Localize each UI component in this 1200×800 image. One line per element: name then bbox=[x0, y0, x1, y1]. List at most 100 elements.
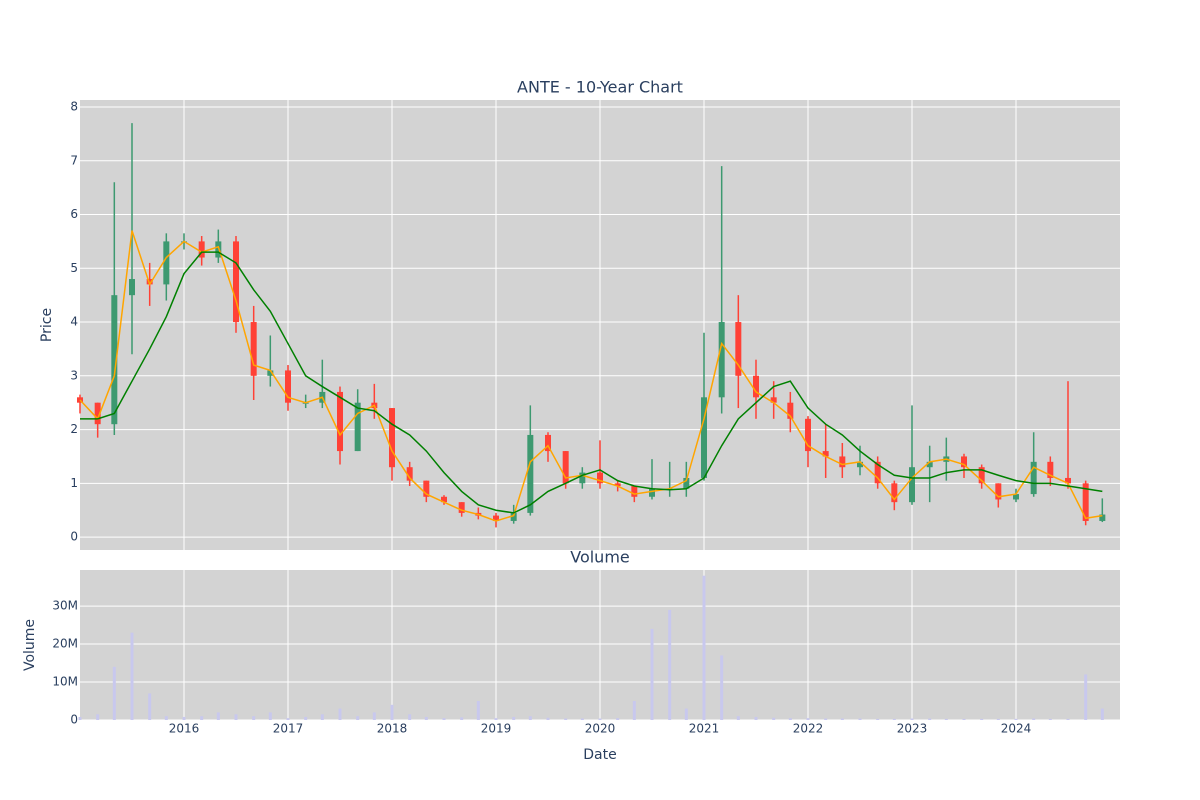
candle-body bbox=[926, 461, 933, 468]
volume-bar bbox=[234, 714, 238, 720]
candle-body bbox=[857, 461, 863, 468]
volume-bar bbox=[268, 712, 272, 720]
candle-body bbox=[753, 375, 759, 398]
volume-bar bbox=[130, 632, 134, 720]
candle-body bbox=[510, 512, 517, 521]
volume-bar bbox=[390, 704, 394, 720]
y-tick-label: 30M bbox=[52, 599, 78, 613]
volume-bar bbox=[962, 718, 966, 720]
candle-body bbox=[285, 370, 291, 403]
candle-body bbox=[683, 477, 690, 489]
y-tick-label: 1 bbox=[70, 476, 78, 490]
candle-body bbox=[354, 402, 361, 452]
y-tick-label: 2 bbox=[70, 422, 78, 436]
volume-bar bbox=[806, 718, 810, 720]
candle-body bbox=[718, 322, 725, 398]
volume-bar bbox=[476, 701, 480, 720]
volume-bar bbox=[944, 718, 948, 720]
x-tick-label: 2020 bbox=[585, 722, 616, 736]
volume-bar bbox=[580, 718, 584, 720]
x-axis-label: Date bbox=[583, 747, 616, 763]
volume-bar bbox=[720, 655, 724, 720]
candle-body bbox=[389, 408, 395, 468]
candle-body bbox=[406, 467, 413, 481]
volume-bar bbox=[598, 718, 602, 720]
volume-bar bbox=[442, 718, 446, 720]
volume-bar bbox=[1100, 708, 1104, 720]
volume-bar bbox=[980, 718, 984, 720]
x-tick-label: 2018 bbox=[377, 722, 408, 736]
volume-bar bbox=[910, 718, 914, 720]
volume-bar bbox=[632, 701, 636, 720]
volume-bar bbox=[1066, 718, 1070, 720]
volume-bar bbox=[824, 718, 828, 720]
volume-bar bbox=[788, 718, 792, 720]
y-tick-label: 4 bbox=[70, 315, 78, 329]
candle-body bbox=[891, 483, 898, 503]
volume-bar bbox=[424, 716, 428, 720]
volume-bar bbox=[460, 717, 464, 720]
y-tick-label: 0 bbox=[70, 713, 78, 727]
volume-bar bbox=[668, 609, 672, 720]
volume-bar bbox=[754, 716, 758, 720]
candle-body bbox=[579, 472, 586, 484]
y-tick-label: 6 bbox=[70, 207, 78, 221]
volume-bar bbox=[616, 718, 620, 720]
candle-body bbox=[805, 418, 811, 452]
volume-bar bbox=[892, 718, 896, 720]
volume-bar bbox=[320, 714, 324, 720]
y-tick-label: 8 bbox=[70, 99, 78, 113]
candle-body bbox=[129, 279, 135, 296]
x-tick-label: 2019 bbox=[481, 722, 512, 736]
volume-bar bbox=[564, 718, 568, 720]
x-tick-label: 2021 bbox=[689, 722, 720, 736]
y-tick-label: 20M bbox=[52, 637, 78, 651]
candle-body bbox=[597, 472, 603, 484]
volume-bar bbox=[148, 693, 152, 720]
volume-bar bbox=[408, 714, 412, 720]
volume-bar bbox=[216, 712, 220, 720]
volume-bar bbox=[512, 716, 516, 720]
candle-body bbox=[1030, 461, 1037, 495]
candle-body bbox=[458, 502, 465, 513]
volume-bar bbox=[96, 714, 100, 720]
moving-average bbox=[80, 251, 1103, 514]
volume-bar bbox=[372, 712, 376, 720]
candle-body bbox=[94, 402, 101, 425]
candle-body bbox=[839, 456, 846, 468]
candle-body bbox=[198, 241, 205, 258]
candle-body bbox=[441, 496, 447, 503]
candle-body bbox=[146, 279, 153, 285]
volume-bar bbox=[928, 718, 932, 720]
volume-bar bbox=[840, 718, 844, 720]
candle-body bbox=[215, 241, 222, 258]
candle-body bbox=[978, 467, 985, 484]
volume-bar bbox=[1032, 718, 1036, 720]
candle-body bbox=[909, 467, 915, 503]
x-tick-label: 2016 bbox=[169, 722, 200, 736]
volume-bar bbox=[1014, 718, 1018, 720]
volume-bar bbox=[112, 666, 116, 720]
candle-body bbox=[1082, 483, 1089, 521]
y-tick-label: 0 bbox=[70, 530, 78, 544]
volume-bar bbox=[996, 718, 1000, 720]
candle-body bbox=[701, 397, 707, 478]
candle-body bbox=[631, 486, 638, 497]
candle-body bbox=[874, 461, 881, 484]
candle-body bbox=[233, 241, 239, 323]
volume-bar bbox=[304, 716, 308, 720]
candle-body bbox=[1065, 477, 1071, 484]
y-axis-label: Volume bbox=[22, 619, 38, 671]
x-tick-label: 2023 bbox=[897, 722, 928, 736]
candle-body bbox=[527, 434, 534, 513]
volume-bar bbox=[528, 716, 532, 720]
candle-body bbox=[787, 402, 794, 419]
volume-bar bbox=[286, 718, 290, 720]
candle-body bbox=[649, 488, 655, 497]
volume-bar bbox=[684, 708, 688, 720]
candle-body bbox=[337, 391, 343, 452]
y-tick-label: 3 bbox=[70, 368, 78, 382]
volume-bar bbox=[858, 718, 862, 720]
volume-bar bbox=[1048, 718, 1052, 720]
